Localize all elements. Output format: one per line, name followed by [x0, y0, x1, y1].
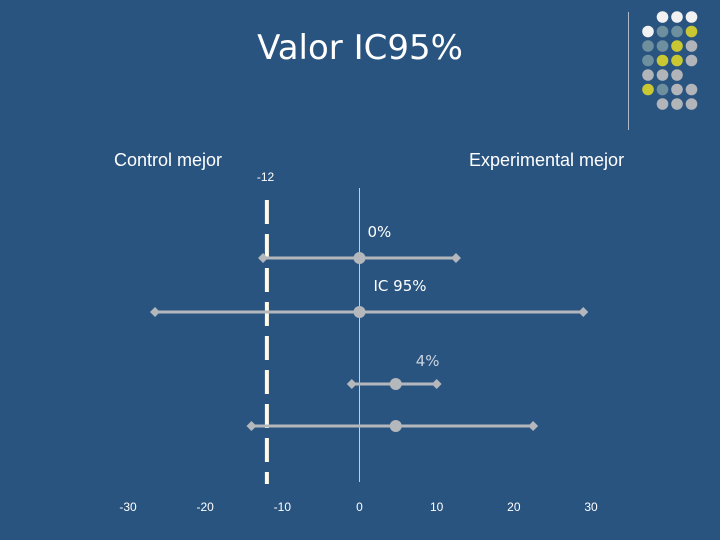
deco-dot — [656, 11, 669, 23]
x-tick-label: 20 — [507, 500, 521, 514]
deco-dot — [671, 11, 683, 23]
x-tick-label: -20 — [196, 500, 214, 514]
deco-dot — [685, 11, 698, 23]
deco-dot — [642, 25, 654, 38]
control-better-label: Control mejor — [114, 150, 223, 170]
deco-dot — [642, 83, 654, 96]
deco-dot — [656, 40, 669, 52]
deco-dot — [671, 98, 683, 110]
decorative-dot-grid — [628, 11, 698, 130]
row-label: 4% — [416, 352, 440, 370]
x-tick-label: 10 — [430, 500, 444, 514]
point-estimate — [389, 378, 402, 390]
ci-lower-marker — [258, 253, 269, 263]
x-tick-label: -10 — [274, 500, 292, 514]
deco-dot — [671, 83, 683, 96]
deco-dot — [656, 83, 669, 96]
ci-upper-marker — [431, 379, 442, 389]
deco-dot — [671, 54, 683, 67]
row-label: IC 95% — [374, 277, 427, 295]
deco-dot — [656, 25, 669, 38]
deco-dot — [671, 40, 683, 52]
deco-dot — [671, 25, 683, 38]
ci-upper-marker — [578, 307, 589, 317]
point-estimate — [353, 252, 366, 264]
point-estimate — [353, 306, 366, 318]
x-tick-label: 30 — [584, 500, 598, 514]
ci-upper-marker — [450, 253, 461, 263]
ci-lower-marker — [150, 307, 161, 317]
ci-lower-marker — [346, 379, 357, 389]
deco-dot — [656, 98, 669, 110]
experimental-better-label: Experimental mejor — [469, 150, 625, 170]
ci-upper-marker — [528, 421, 539, 431]
ci-lower-marker — [246, 421, 257, 431]
deco-dot — [685, 25, 698, 38]
deco-dot — [656, 69, 669, 81]
deco-dot — [656, 54, 669, 67]
row-label: 0% — [368, 223, 392, 241]
deco-dot — [685, 83, 698, 96]
reference-line-label: -12 — [257, 170, 275, 184]
point-estimate — [389, 420, 402, 432]
deco-dot — [685, 54, 698, 67]
deco-dot — [642, 69, 654, 81]
deco-dot — [685, 40, 698, 52]
deco-dot — [685, 98, 698, 110]
deco-dot — [671, 69, 683, 81]
slide-title: Valor IC95% — [257, 28, 463, 68]
x-tick-label: 0 — [356, 500, 363, 514]
deco-dot — [642, 40, 654, 52]
deco-dot — [642, 54, 654, 67]
x-tick-label: -30 — [119, 500, 137, 514]
